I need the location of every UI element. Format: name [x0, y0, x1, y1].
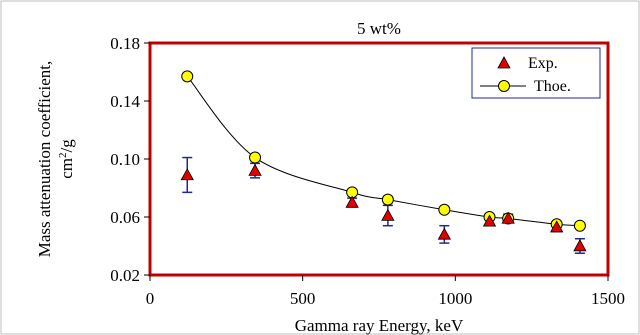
x-tick-label: 1500 [591, 289, 625, 308]
data-marks-layer [180, 70, 587, 254]
exp-point [573, 239, 587, 252]
exp-point [482, 214, 497, 227]
exp-point [437, 227, 452, 240]
y-axis-title-line1: Mass attenuation coefficient, [35, 61, 54, 258]
theory-point [249, 151, 262, 164]
exp-point [381, 208, 395, 221]
legend: Exp. Thoe. [471, 47, 601, 99]
y-axis-unit-rest: /g [57, 139, 76, 153]
legend-item-theory: Thoe. [480, 78, 571, 95]
exp-point [501, 211, 515, 224]
legend-item-exp: Exp. [497, 55, 558, 72]
y-tick-label: 0.02 [110, 266, 140, 285]
exp-point [345, 195, 359, 208]
legend-items: Exp. Thoe. [480, 55, 571, 95]
legend-theory-label: Thoe. [534, 78, 571, 95]
y-tick-label: 0.06 [110, 208, 140, 227]
theory-point [438, 203, 451, 216]
y-axis-title: Mass attenuation coefficient, cm2/g [35, 61, 76, 258]
theory-point [181, 70, 194, 83]
legend-exp-label: Exp. [528, 55, 558, 72]
theory-point [381, 193, 394, 206]
y-axis-unit-base: cm [57, 158, 76, 179]
x-tick-label: 0 [146, 289, 155, 308]
legend-exp-marker [497, 56, 511, 69]
axis-ticks: 0.02 0.06 0.10 0.14 0.18 0 500 1000 1500 [110, 34, 625, 308]
y-tick-label: 0.10 [110, 150, 140, 169]
y-axis-title-line2: cm2/g [57, 139, 76, 179]
y-tick-label: 0.14 [110, 92, 140, 111]
exp-point [550, 220, 564, 233]
x-tick-label: 500 [290, 289, 316, 308]
exp-point [248, 163, 262, 176]
y-tick-label: 0.18 [110, 34, 140, 53]
x-tick-label: 1000 [438, 289, 472, 308]
y-axis-unit-superscript: 2 [57, 152, 69, 158]
theory-point [573, 219, 586, 232]
x-axis-title: Gamma ray Energy, keV [295, 316, 464, 335]
legend-box [471, 47, 601, 99]
chart-title: 5 wt% [357, 19, 401, 38]
exp-point [180, 168, 194, 181]
legend-theory-marker [498, 80, 510, 92]
